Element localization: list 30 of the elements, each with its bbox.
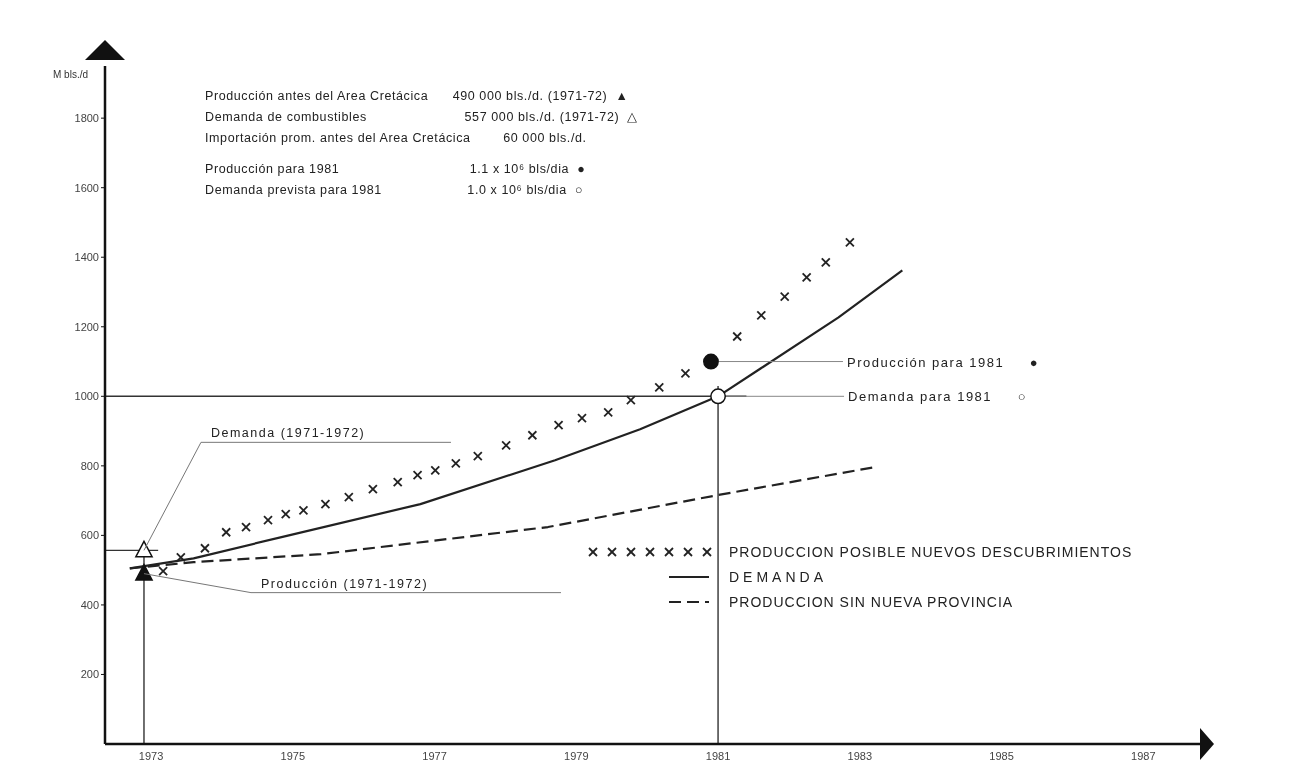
annotation: Producción antes del Area Cretácica 490 000 bls./d. (1971-72) ▲: [205, 89, 629, 103]
annotation: Demanda prevista para 1981 1.0 x 10⁶ bls/dia ○: [205, 183, 584, 197]
y-tick-label: 1600: [74, 181, 99, 194]
x-tick-label: 1987: [1131, 749, 1156, 762]
y-tick-label: 400: [80, 598, 99, 611]
annotation: Demanda de combustibles 557 000 bls./d. (1971-72) △: [205, 110, 638, 124]
annotation: Producción (1971-1972): [260, 576, 429, 591]
y-tick-label: 1200: [74, 320, 99, 333]
annotation: Demanda para 1981 ○: [848, 389, 1028, 405]
legend-label: PRODUCCION POSIBLE NUEVOS DESCUBRIMIENTOS: [729, 543, 1133, 560]
annotation: Producción para 1981 ●: [846, 354, 1040, 370]
annotation: Importación prom. antes del Area Cretácica 60 000 bls./d.: [205, 131, 587, 145]
y-tick-label: 1800: [74, 112, 99, 125]
x-tick-label: 1977: [422, 749, 447, 762]
annotation: Producción para 1981 1.1 x 10⁶ bls/dia ●: [205, 162, 586, 176]
x-tick-label: 1975: [280, 749, 306, 762]
annotation: Demanda (1971-1972): [210, 426, 366, 441]
y-tick-label: 200: [80, 668, 99, 681]
legend-label: DEMANDA: [729, 568, 828, 585]
x-tick-label: 1973: [138, 749, 164, 762]
y-axis-title: M bls./d: [53, 69, 89, 80]
y-tick-label: 800: [80, 459, 99, 472]
legend-label: PRODUCCION SIN NUEVA PROVINCIA: [729, 593, 1014, 610]
y-tick-label: 1400: [74, 251, 99, 264]
x-tick-label: 1985: [989, 749, 1014, 762]
y-tick-label: 600: [80, 529, 99, 542]
x-tick-label: 1979: [564, 749, 589, 762]
x-tick-label: 1983: [847, 749, 873, 762]
x-tick-label: 1981: [705, 749, 731, 762]
y-tick-label: 1000: [74, 390, 99, 403]
